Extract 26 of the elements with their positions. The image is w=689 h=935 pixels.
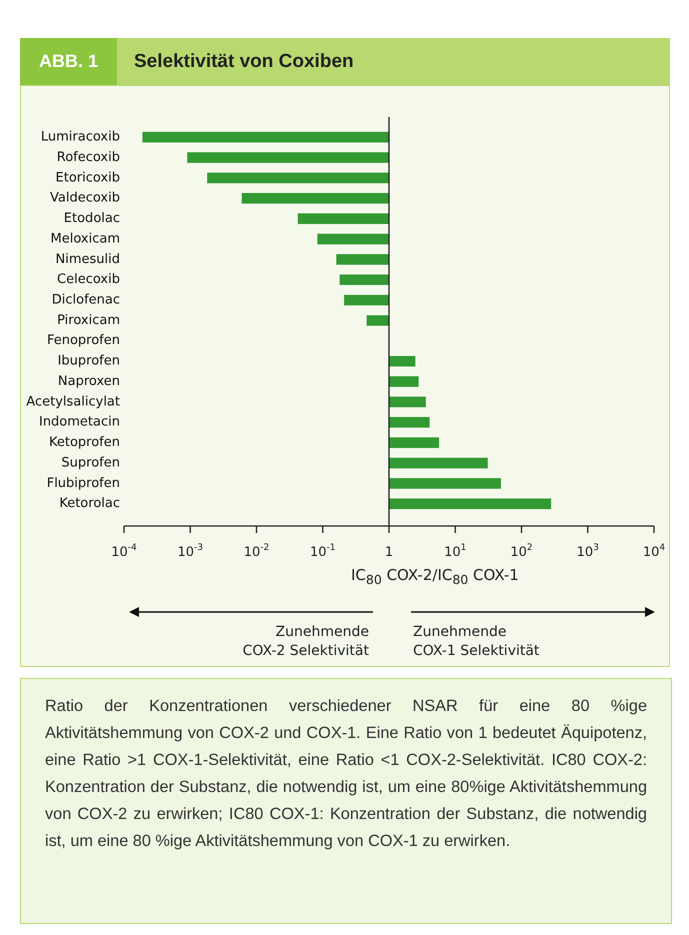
y-tick-label: Acetylsalicylat (26, 394, 120, 410)
y-tick-label: Etodolac (64, 211, 120, 226)
y-tick-label: Lumiracoxib (40, 130, 120, 145)
y-tick-label: Suprofen (61, 455, 120, 470)
y-tick-label: Ketorolac (59, 496, 120, 512)
y-tick-label: Indometacin (38, 414, 120, 430)
chart-title: Selektivität von Coxiben (134, 50, 354, 74)
y-tick-label: Etoricoxib (56, 170, 120, 186)
y-tick-label: Diclofenac (52, 292, 120, 308)
y-tick-label: Ketoprofen (48, 435, 120, 450)
y-tick-label: Piroxicam (57, 312, 120, 328)
y-tick-label: Fenoprofen (46, 333, 120, 348)
caption: ABB. 1 (20, 38, 117, 85)
text: Zunehmende COX-1 Selektivität (413, 623, 540, 661)
y-tick-label: Celecoxib (57, 272, 120, 288)
x-tick-label: 1 (384, 545, 394, 560)
y-tick-label: Valdecoxib (50, 190, 120, 206)
text: Zunehmende COX-2 Selektivität (242, 623, 369, 661)
y-tick-label: Meloxicam (50, 231, 120, 246)
text: Ratio der Konzentrationen verschiedener NSAR für eine 80 %ige Aktivitätshemmung von COX-2 und COX-1. Eine Ratio von 1 bedeutet Äquipotenz, eine Ratio >1 COX-1-Selektivität, eine Ratio <1 COX-2-Selektivität. IC80 COX-2: Konzentration der Substanz, die notwendig ist, um eine 80%ige Aktivitätshemmung von COX-2 zu erwirken; IC80 COX-1: Konzentration der Substanz, die notwendig ist, um eine 80 %ige Aktivitätshemmung von COX-1 zu erwirken. (20, 678, 672, 924)
x-axis-title: IC$_{80}$ COX-2/IC$_{80}$ COX-1 (351, 566, 519, 587)
y-tick-label: Nimesulid (56, 252, 120, 267)
y-tick-label: Rofecoxib (56, 150, 120, 165)
y-tick-label: Flubiprofen (46, 476, 120, 491)
y-tick-label: Ibuprofen (58, 354, 120, 369)
y-tick-label: Naproxen (58, 374, 120, 389)
